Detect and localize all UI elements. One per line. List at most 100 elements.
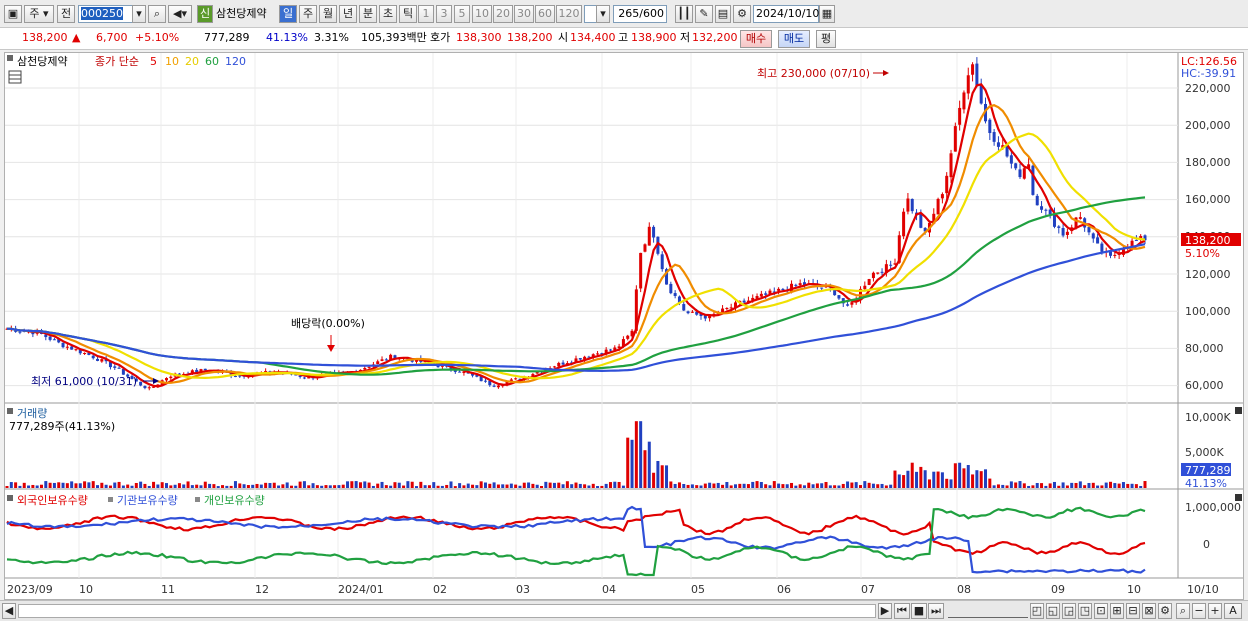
period-button-tick[interactable]: 틱 [399,5,417,23]
candle-body [449,365,453,370]
market-select[interactable]: 주 ▾ [24,5,54,23]
search-zoom-icon[interactable]: ⌕ [1176,603,1190,619]
candle-body [794,284,798,286]
buy-button[interactable]: 매수 [740,30,772,48]
chart-tool-icon[interactable]: ⊞ [1110,603,1124,619]
period-button-week[interactable]: 주 [299,5,317,23]
code-input[interactable]: 000250 [78,5,146,23]
interval-button-120[interactable]: 120 [556,5,582,23]
candle-type-icon[interactable]: ┃┃ [675,5,693,23]
period-button-year[interactable]: 년 [339,5,357,23]
rewind-icon[interactable]: ⏮ [894,603,910,619]
interval-button-10[interactable]: 10 [472,5,492,23]
scrollbar-track[interactable] [18,604,876,618]
date-input[interactable]: 2024/10/10 [753,5,819,23]
volume-value-label: 777,289주(41.13%) [9,420,115,433]
gear-icon[interactable]: ⚙ [733,5,751,23]
candle-body [1014,163,1018,169]
interval-button-5[interactable]: 5 [454,5,470,23]
candle-body [134,378,138,382]
volume-bar [402,485,406,488]
holding-lines[interactable] [6,505,1146,577]
prev-button[interactable]: 전 [57,5,75,23]
count-input[interactable]: 265/600 [613,5,667,23]
candle-body [1134,240,1138,242]
interval-button-20[interactable]: 20 [493,5,513,23]
volume-bar [660,465,664,488]
chart-tool-icon[interactable]: ◰ [1030,603,1044,619]
period-button-month[interactable]: 월 [319,5,337,23]
chart-tool-icon[interactable]: ⊟ [1126,603,1140,619]
font-size-icon[interactable]: A [1224,603,1242,619]
volume-bar [91,481,95,488]
volume-bar [1061,482,1065,488]
candle-body [837,295,841,299]
interval-button-1[interactable]: 1 [418,5,434,23]
volume-bars[interactable] [5,421,1147,488]
speaker-icon[interactable]: ◀▾ [168,5,192,23]
period-button-second[interactable]: 초 [379,5,397,23]
candle-body [596,353,600,355]
volume-bar [626,437,630,488]
volume-bar [1113,483,1117,488]
table-toggle-icon[interactable] [8,70,22,84]
candlestick-series[interactable] [5,57,1147,391]
panel-handle-icon[interactable] [7,495,13,501]
chart-area[interactable]: 삼천당제약 종가 단순 5 10 20 60 120 LC:126.56 HC:… [4,52,1244,600]
scroll-left-icon[interactable]: ◀ [2,603,16,619]
volume-bar [893,470,897,488]
chart-canvas[interactable]: 삼천당제약 종가 단순 5 10 20 60 120 LC:126.56 HC:… [5,53,1243,599]
candle-body [1113,254,1117,256]
moving-average-lines[interactable] [6,83,1146,388]
zoom-in-icon[interactable]: + [1208,603,1222,619]
candle-body [147,387,151,389]
window-menu-icon[interactable]: ▣ [4,5,22,23]
calendar-icon[interactable]: ▦ [819,5,835,23]
period-button-day[interactable]: 일 [279,5,297,23]
settings-small-icon[interactable]: ⚙ [1158,603,1172,619]
volume-bar [962,468,966,488]
candle-body [139,381,143,386]
interval-button-30[interactable]: 30 [514,5,534,23]
interval-button-3[interactable]: 3 [436,5,452,23]
zoom-out-icon[interactable]: − [1192,603,1206,619]
eval-button[interactable]: 평 [816,30,836,48]
fast-forward-icon[interactable]: ⏭ [928,603,944,619]
volume-bar [1040,483,1044,488]
volume-last-pct: 41.13% [1185,477,1227,490]
candle-body [621,339,625,347]
holding-panel-close-icon[interactable] [1235,494,1242,501]
period-button-minute[interactable]: 분 [359,5,377,23]
scroll-right-icon[interactable]: ▶ [878,603,892,619]
hc-label: HC:-39.91 [1181,67,1236,80]
candle-body [169,376,173,379]
panel-handle-icon[interactable] [7,408,13,414]
search-icon[interactable]: ⌕ [148,5,166,23]
ma-period-5: 5 [150,55,157,68]
chart-tool-icon[interactable]: ◲ [1062,603,1076,619]
volume-bar [65,483,69,488]
stock-name: 삼천당제약 [216,7,267,20]
draw-tool-icon[interactable]: ✎ [695,5,713,23]
volume-panel-close-icon[interactable] [1235,407,1242,414]
stop-icon[interactable]: ■ [911,603,927,619]
code-dropdown-icon[interactable]: ▾ [132,5,146,23]
interval-button-60[interactable]: 60 [535,5,555,23]
candle-body [932,213,936,224]
volume-bar [324,485,328,488]
interval-dropdown-icon[interactable]: ▾ [596,5,610,23]
volume-bar [1074,482,1078,488]
chart-tool-icon[interactable]: ⊠ [1142,603,1156,619]
candle-body [608,349,612,351]
panel-handle-icon[interactable] [7,55,13,61]
save-icon[interactable]: ▤ [715,5,731,23]
price-panel-header: 삼천당제약 종가 단순 5 10 20 60 120 [7,54,246,84]
chart-tool-icon[interactable]: ◱ [1046,603,1060,619]
volume-bar [522,482,526,488]
sell-button[interactable]: 매도 [778,30,810,48]
chart-tool-icon[interactable]: ⊡ [1094,603,1108,619]
low-arrow-head-icon [153,378,159,384]
volume-bar [251,484,255,488]
chart-tool-icon[interactable]: ◳ [1078,603,1092,619]
zoom-slider[interactable] [948,605,1028,618]
